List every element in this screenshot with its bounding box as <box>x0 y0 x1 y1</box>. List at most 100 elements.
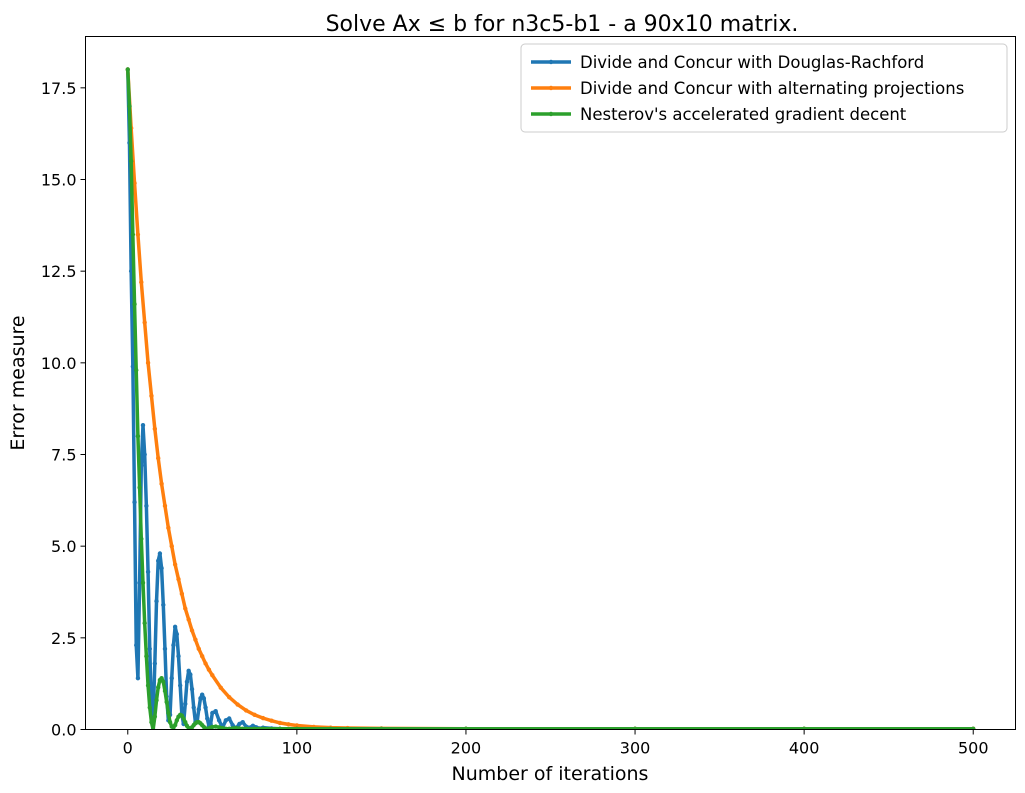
data-point <box>230 722 235 728</box>
data-point <box>463 726 469 730</box>
data-point <box>176 653 181 659</box>
data-point <box>149 719 154 725</box>
data-point <box>135 232 141 237</box>
plot-background <box>85 36 1016 730</box>
data-point <box>205 716 210 721</box>
data-point <box>210 710 215 716</box>
data-point <box>156 558 161 564</box>
data-point <box>154 598 159 604</box>
data-point <box>179 591 185 597</box>
data-point <box>186 617 191 622</box>
data-point <box>223 718 229 723</box>
data-point <box>166 525 171 531</box>
y-tick-label: 12.5 <box>41 262 77 281</box>
data-point <box>157 551 163 556</box>
data-point <box>189 686 195 692</box>
data-point <box>216 725 222 730</box>
data-point <box>174 718 180 723</box>
data-point <box>971 726 976 730</box>
data-point <box>227 716 232 721</box>
data-point <box>277 720 283 726</box>
x-axis-label: Number of iterations <box>452 763 649 785</box>
data-point <box>132 499 137 505</box>
data-point <box>161 602 166 608</box>
y-tick-label: 15.0 <box>41 171 77 190</box>
data-point <box>286 722 291 727</box>
data-point <box>150 727 156 730</box>
data-point <box>199 692 205 697</box>
data-point <box>269 718 274 723</box>
data-point <box>184 679 190 685</box>
data-point <box>237 721 242 727</box>
data-point <box>243 726 249 730</box>
data-point <box>134 367 139 373</box>
data-point <box>135 675 141 681</box>
series-line <box>126 67 975 730</box>
data-point <box>140 580 146 586</box>
data-point <box>149 393 154 399</box>
data-point <box>632 726 638 730</box>
data-point <box>260 715 266 721</box>
legend: Divide and Concur with Douglas-Rachford D… <box>520 43 1008 133</box>
legend-label: Divide and Concur with alternating proje… <box>580 79 964 98</box>
data-point <box>196 646 201 652</box>
y-axis-label: Error measure <box>7 315 29 450</box>
data-point <box>218 685 223 690</box>
y-tick-label: 7.5 <box>51 446 76 465</box>
data-point <box>144 653 149 659</box>
data-point <box>152 714 158 719</box>
data-point <box>199 653 205 659</box>
data-point <box>193 637 198 642</box>
data-point <box>134 642 139 648</box>
data-point <box>277 726 283 730</box>
data-point <box>128 158 134 164</box>
x-tick-label: 100 <box>282 739 313 758</box>
y-axis: 0.0 2.5 5.0 7.5 10.0 12.5 15.0 17.5 <box>41 79 86 740</box>
legend-marker <box>548 59 554 65</box>
data-point <box>171 642 176 648</box>
data-point <box>159 481 164 487</box>
x-tick-label: 300 <box>620 739 651 758</box>
data-point <box>176 576 181 582</box>
data-point <box>147 705 152 710</box>
data-point <box>230 726 235 730</box>
data-point <box>210 673 215 678</box>
legend-entry: Nesterov's accelerated gradient decent <box>531 105 907 124</box>
legend-label: Divide and Concur with Douglas-Rachford <box>580 53 924 72</box>
data-point <box>203 661 208 666</box>
data-point <box>223 726 229 730</box>
legend-items: Divide and Concur with Douglas-Rachford D… <box>531 53 964 124</box>
data-point <box>240 719 245 725</box>
x-tick-label: 400 <box>789 739 820 758</box>
data-point <box>137 485 142 490</box>
data-point <box>125 67 130 72</box>
data-point <box>240 726 245 730</box>
data-point <box>181 716 186 721</box>
data-point <box>188 672 193 677</box>
data-point <box>210 724 215 730</box>
data-point <box>235 702 240 707</box>
data-point <box>132 180 137 186</box>
data-point <box>294 723 300 728</box>
x-tick-label: 200 <box>451 739 482 758</box>
y-tick-label: 5.0 <box>51 537 76 556</box>
data-point <box>237 726 242 730</box>
data-point <box>233 725 239 730</box>
data-point <box>162 646 168 652</box>
data-point <box>145 569 151 575</box>
data-point <box>144 503 149 509</box>
data-point <box>172 562 178 567</box>
data-point <box>156 455 161 461</box>
data-point <box>183 606 188 611</box>
data-point <box>169 543 174 549</box>
data-point <box>183 719 188 725</box>
data-point <box>243 708 249 713</box>
data-point <box>135 433 141 439</box>
data-point <box>156 685 161 690</box>
data-point <box>142 320 147 325</box>
data-point <box>227 695 232 700</box>
y-tick-label: 2.5 <box>51 629 76 648</box>
data-point <box>139 279 144 285</box>
data-point <box>145 360 151 366</box>
data-point <box>127 103 132 109</box>
